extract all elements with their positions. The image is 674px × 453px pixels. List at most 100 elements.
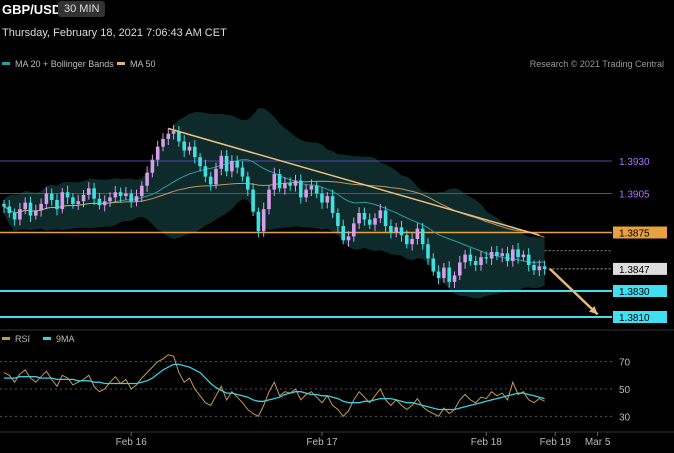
candle: [447, 261, 451, 288]
candle: [150, 154, 155, 178]
candle-body: [442, 267, 446, 278]
candle: [187, 142, 192, 155]
candle-body: [129, 193, 133, 202]
candle-body: [272, 174, 277, 190]
candle-body: [532, 265, 536, 271]
candle: [240, 161, 245, 182]
candle-body: [415, 228, 420, 239]
candle: [495, 245, 499, 260]
candle-body: [124, 193, 128, 197]
candle-body: [208, 176, 213, 185]
candle: [39, 198, 43, 217]
candle-body: [373, 218, 377, 225]
ma9-line: [4, 363, 545, 411]
candle-body: [542, 266, 547, 269]
candle-body: [108, 197, 112, 202]
candle-body: [452, 275, 457, 282]
candle-body: [283, 183, 287, 189]
level-label-1.3875: 1.3875: [619, 229, 650, 240]
candle: [537, 260, 542, 277]
candle: [288, 177, 292, 191]
ma50-label: MA 50: [130, 59, 156, 69]
candle: [49, 188, 54, 206]
level-box-1.3847: [613, 262, 667, 275]
candle-body: [431, 258, 436, 272]
candle-body: [102, 201, 107, 206]
candle: [500, 248, 504, 263]
candle-body: [357, 213, 361, 224]
timeframe-button[interactable]: 30 MIN: [58, 1, 106, 17]
candle: [224, 149, 229, 177]
candle: [362, 207, 367, 226]
candle: [256, 207, 261, 238]
candle: [12, 208, 17, 226]
candle-body: [314, 185, 319, 194]
candle: [341, 219, 345, 245]
candle-body: [261, 209, 266, 232]
candle: [410, 232, 414, 251]
legend-rsi: RSI: [2, 334, 30, 344]
level-box-1.3810: [613, 311, 667, 323]
candle-body: [299, 180, 303, 198]
candle: [7, 200, 12, 218]
price-levels: 1.3930 1.3905 1.3875 1.3847 1.3830 1.3810: [0, 157, 667, 324]
candle-body: [235, 161, 239, 168]
rsi-panel: 70 50 30: [0, 329, 674, 423]
candle: [87, 182, 91, 200]
candle: [489, 246, 494, 265]
candle: [463, 250, 467, 269]
candle: [452, 271, 457, 289]
candle: [267, 185, 271, 215]
candle-body: [399, 227, 404, 236]
candle: [76, 194, 80, 210]
rsi-level-label-50: 50: [619, 385, 631, 396]
candle-body: [320, 193, 324, 203]
candle-body: [521, 254, 526, 258]
candle: [198, 153, 202, 172]
candle-body: [65, 192, 70, 198]
candle: [203, 159, 208, 183]
candle-body: [362, 213, 367, 220]
candle-body: [468, 254, 473, 262]
candle: [367, 213, 372, 230]
candle: [102, 195, 107, 212]
candle-body: [383, 210, 388, 226]
bollinger-band-area: [4, 108, 545, 299]
datetime-label: Thursday, February 18, 2021 7:06:43 AM C…: [2, 27, 227, 39]
chart-header: GBP/USD 30 MIN: [0, 0, 674, 20]
level-label-1.3810: 1.3810: [619, 313, 650, 324]
candle: [420, 222, 425, 250]
candle-body: [55, 200, 59, 210]
candle-body: [81, 194, 86, 202]
candle: [219, 150, 224, 176]
candle: [542, 260, 547, 275]
candle: [314, 181, 319, 199]
candle: [479, 251, 483, 271]
candle: [426, 238, 430, 265]
candle: [193, 140, 197, 164]
candle-body: [203, 166, 208, 177]
candle: [230, 155, 234, 178]
candle: [352, 217, 356, 242]
candle-body: [39, 203, 43, 211]
ma20-label: MA 20 + Bollinger Bands: [15, 59, 114, 69]
candle-body: [537, 266, 542, 271]
candle: [399, 220, 404, 242]
candle: [473, 255, 478, 272]
candle: [309, 179, 314, 197]
x-tick-label: Mar 5: [585, 437, 611, 448]
x-tick-label: Feb 18: [471, 437, 503, 448]
candle-body: [7, 206, 12, 213]
candle-body: [330, 196, 335, 213]
candle: [431, 253, 436, 276]
legend-ma20: MA 20 + Bollinger Bands: [2, 59, 114, 69]
candle: [532, 260, 536, 276]
annotations: [168, 127, 599, 316]
candle: [171, 125, 176, 140]
candle: [521, 250, 526, 262]
candle-body: [479, 257, 483, 265]
candle-body: [60, 192, 65, 210]
level-label-1.3930: 1.3930: [619, 157, 650, 168]
level-label-1.3905: 1.3905: [619, 190, 650, 201]
candle-body: [367, 219, 372, 225]
